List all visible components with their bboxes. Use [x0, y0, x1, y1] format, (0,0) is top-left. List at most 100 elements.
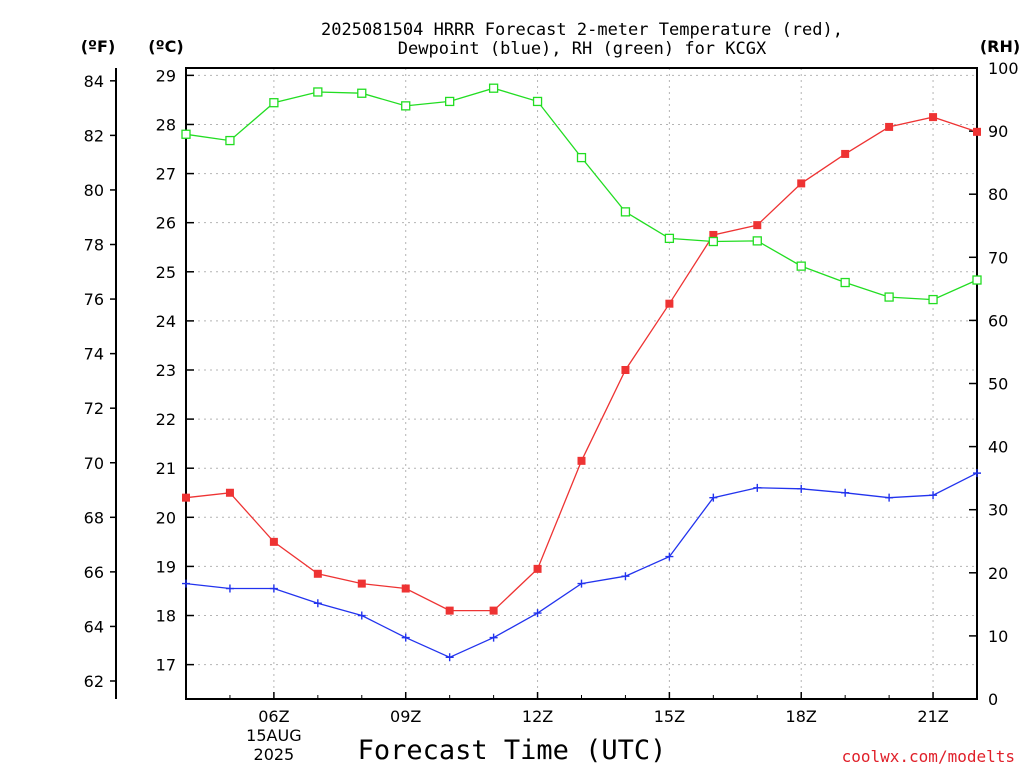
rh-tick-label: 70 [988, 248, 1008, 267]
dewpoint-point [577, 579, 586, 588]
chart-title-line-1: 2025081504 HRRR Forecast 2-meter Tempera… [321, 20, 843, 40]
celsius-unit-label: (ºC) [148, 37, 183, 56]
dewpoint-point [665, 552, 674, 561]
temperature-point [533, 564, 542, 573]
rh-point [840, 277, 850, 288]
rh-point [532, 96, 543, 107]
dewpoint-point [225, 584, 234, 593]
x-date-label: 15AUG [246, 726, 301, 745]
temperature-point [709, 230, 718, 239]
dewpoint-point [885, 493, 894, 502]
celsius-tick-label: 24 [156, 312, 176, 331]
fahrenheit-tick-label: 64 [84, 617, 104, 636]
temperature-point [621, 365, 630, 374]
rh-point [576, 152, 587, 163]
fahrenheit-tick-label: 74 [84, 345, 104, 364]
rh-tick-label: 80 [988, 185, 1008, 204]
celsius-tick-label: 17 [156, 656, 176, 675]
temperature-point [357, 579, 366, 588]
rh-tick-label: 10 [988, 627, 1008, 646]
rh-point [796, 261, 806, 271]
fahrenheit-tick-label: 82 [84, 126, 104, 145]
fahrenheit-tick-label: 66 [84, 563, 104, 582]
dewpoint-point [489, 633, 498, 642]
temperature-line [185, 116, 978, 612]
dewpoint-point [182, 579, 190, 588]
celsius-tick-label: 28 [156, 115, 176, 134]
rh-line [185, 87, 978, 301]
dewpoint-point [313, 599, 322, 608]
temperature-point [753, 221, 762, 230]
celsius-tick-label: 29 [156, 66, 176, 85]
rh-point [269, 98, 279, 108]
x-tick-label: 12Z [522, 707, 553, 726]
fahrenheit-unit-label: (ºF) [81, 37, 116, 56]
celsius-tick-label: 20 [156, 508, 176, 527]
rh-unit-label: (RH) [980, 37, 1020, 56]
fahrenheit-tick-label: 76 [84, 290, 104, 309]
dewpoint-point [357, 611, 366, 620]
rh-point [313, 87, 323, 97]
rh-point [225, 135, 235, 146]
temperature-point [797, 179, 806, 188]
watermark: coolwx.com/modelts [842, 747, 1015, 766]
celsius-tick-label: 27 [156, 165, 176, 184]
temperature-point [929, 113, 938, 122]
chart-title-line-2: Dewpoint (blue), RH (green) for KCGX [398, 39, 767, 59]
rh-tick-label: 50 [988, 375, 1008, 394]
temperature-point [489, 606, 498, 615]
rh-point [752, 236, 762, 246]
rh-point [181, 129, 191, 139]
rh-tick-label: 20 [988, 564, 1008, 583]
temperature-point [577, 456, 586, 465]
rh-point [708, 236, 718, 247]
dewpoint-point [841, 488, 850, 497]
rh-tick-label: 90 [988, 122, 1008, 141]
celsius-tick-label: 19 [156, 557, 176, 576]
dewpoint-point [709, 493, 718, 502]
rh-tick-label: 60 [988, 311, 1008, 330]
fahrenheit-tick-label: 80 [84, 181, 104, 200]
dewpoint-point [533, 609, 542, 618]
x-tick-label: 18Z [786, 707, 817, 726]
x-axis-title: Forecast Time (UTC) [358, 735, 667, 766]
celsius-tick-label: 18 [156, 607, 176, 626]
temperature-point [269, 537, 278, 546]
temperature-point [313, 569, 322, 578]
fahrenheit-tick-label: 62 [84, 672, 104, 691]
rh-point [972, 275, 982, 285]
rh-point [928, 294, 938, 305]
dewpoint-point [621, 572, 630, 581]
fahrenheit-tick-label: 72 [84, 399, 104, 418]
rh-point [357, 88, 367, 98]
dewpoint-line [185, 472, 978, 659]
temperature-point [885, 122, 894, 131]
fahrenheit-tick-label: 68 [84, 508, 104, 527]
x-year-label: 2025 [254, 745, 295, 764]
celsius-tick-label: 26 [156, 214, 176, 233]
plot-frame [185, 67, 978, 700]
celsius-tick-label: 25 [156, 263, 176, 282]
temperature-point [973, 127, 981, 136]
dewpoint-point [973, 469, 981, 478]
rh-point [884, 292, 894, 302]
celsius-tick-label: 22 [156, 410, 176, 429]
dewpoint-point [797, 484, 806, 493]
dewpoint-point [445, 653, 454, 662]
grid-lines [186, 68, 977, 699]
rh-point [488, 83, 499, 93]
dewpoint-point [401, 633, 410, 642]
temperature-point [401, 584, 410, 593]
rh-point [620, 207, 631, 217]
dewpoint-point [929, 491, 938, 500]
x-tick-label: 15Z [654, 707, 685, 726]
temperature-point [445, 606, 454, 615]
celsius-tick-label: 21 [156, 459, 176, 478]
x-tick-label: 06Z [258, 707, 289, 726]
rh-tick-label: 0 [988, 690, 998, 709]
temperature-point [182, 493, 190, 502]
temperature-point [225, 488, 234, 497]
celsius-tick-label: 23 [156, 361, 176, 380]
